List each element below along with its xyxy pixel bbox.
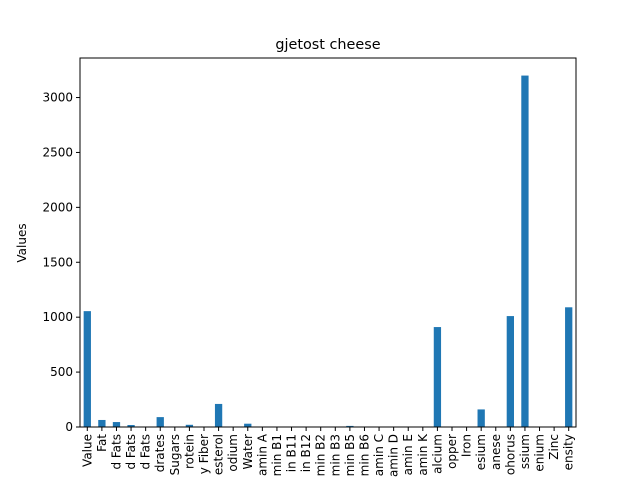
bar <box>565 307 573 427</box>
chart-title: gjetost cheese <box>275 37 380 53</box>
y-tick-label: 0 <box>65 420 73 434</box>
plot-frame <box>79 57 577 428</box>
x-tick-label: alcium <box>430 434 444 474</box>
bar <box>156 417 164 427</box>
bar <box>83 311 91 427</box>
x-tick-label: esterol <box>212 434 226 475</box>
bar <box>506 316 514 427</box>
x-tick-label: odium <box>226 434 240 472</box>
x-tick-label: Fat <box>95 434 109 452</box>
bar <box>346 425 354 427</box>
x-tick-label: ensity <box>562 434 576 470</box>
x-tick-label: Water <box>241 434 255 470</box>
y-axis-label: Values <box>15 223 29 262</box>
bar <box>127 425 135 427</box>
y-tick-label: 2000 <box>42 200 73 214</box>
bar <box>433 327 442 427</box>
x-tick-label: Value <box>80 434 94 467</box>
y-tick-label: 2500 <box>42 145 73 159</box>
bar <box>477 409 485 427</box>
y-tick-label: 3000 <box>42 91 73 105</box>
x-tick-label: d Fats <box>139 434 153 470</box>
x-tick-label: Zinc <box>547 434 561 460</box>
bar <box>98 419 106 427</box>
x-tick-label: ssium <box>518 434 532 469</box>
x-tick-label: Iron <box>460 434 474 457</box>
x-tick-label: amin C <box>372 434 386 476</box>
bar <box>112 422 121 427</box>
x-tick-label: in B11 <box>285 434 299 472</box>
x-tick-label: opper <box>445 434 459 469</box>
bar <box>244 423 252 427</box>
bar <box>185 424 194 427</box>
x-tick-label: esium <box>474 434 488 470</box>
x-tick-label: in B12 <box>299 434 313 472</box>
x-tick-label: min B5 <box>343 434 357 476</box>
x-tick-label: y Fiber <box>197 434 211 474</box>
x-tick-label: min B3 <box>328 434 342 476</box>
y-tick-label: 1500 <box>42 255 73 269</box>
bar <box>521 75 529 428</box>
x-tick-label: min B1 <box>270 434 284 476</box>
x-tick-label: amin K <box>416 433 430 476</box>
y-tick-label: 500 <box>50 365 73 379</box>
bar <box>214 403 223 427</box>
x-tick-label: anese <box>489 434 503 470</box>
x-tick-label: Sugars <box>168 434 182 475</box>
x-tick-label: drates <box>153 434 167 472</box>
x-tick-label: amin E <box>401 434 415 475</box>
x-tick-label: enium <box>533 434 547 472</box>
x-tick-label: amin D <box>387 434 401 477</box>
y-tick-label: 1000 <box>42 310 73 324</box>
x-tick-label: ohorus <box>503 434 517 475</box>
x-tick-label: amin A <box>255 433 269 476</box>
x-tick-label: rotein <box>182 434 196 469</box>
x-tick-label: min B2 <box>314 434 328 476</box>
x-tick-label: d Fats <box>124 434 138 470</box>
x-tick-label: min B6 <box>357 434 371 476</box>
x-tick-label: d Fats <box>109 434 123 470</box>
